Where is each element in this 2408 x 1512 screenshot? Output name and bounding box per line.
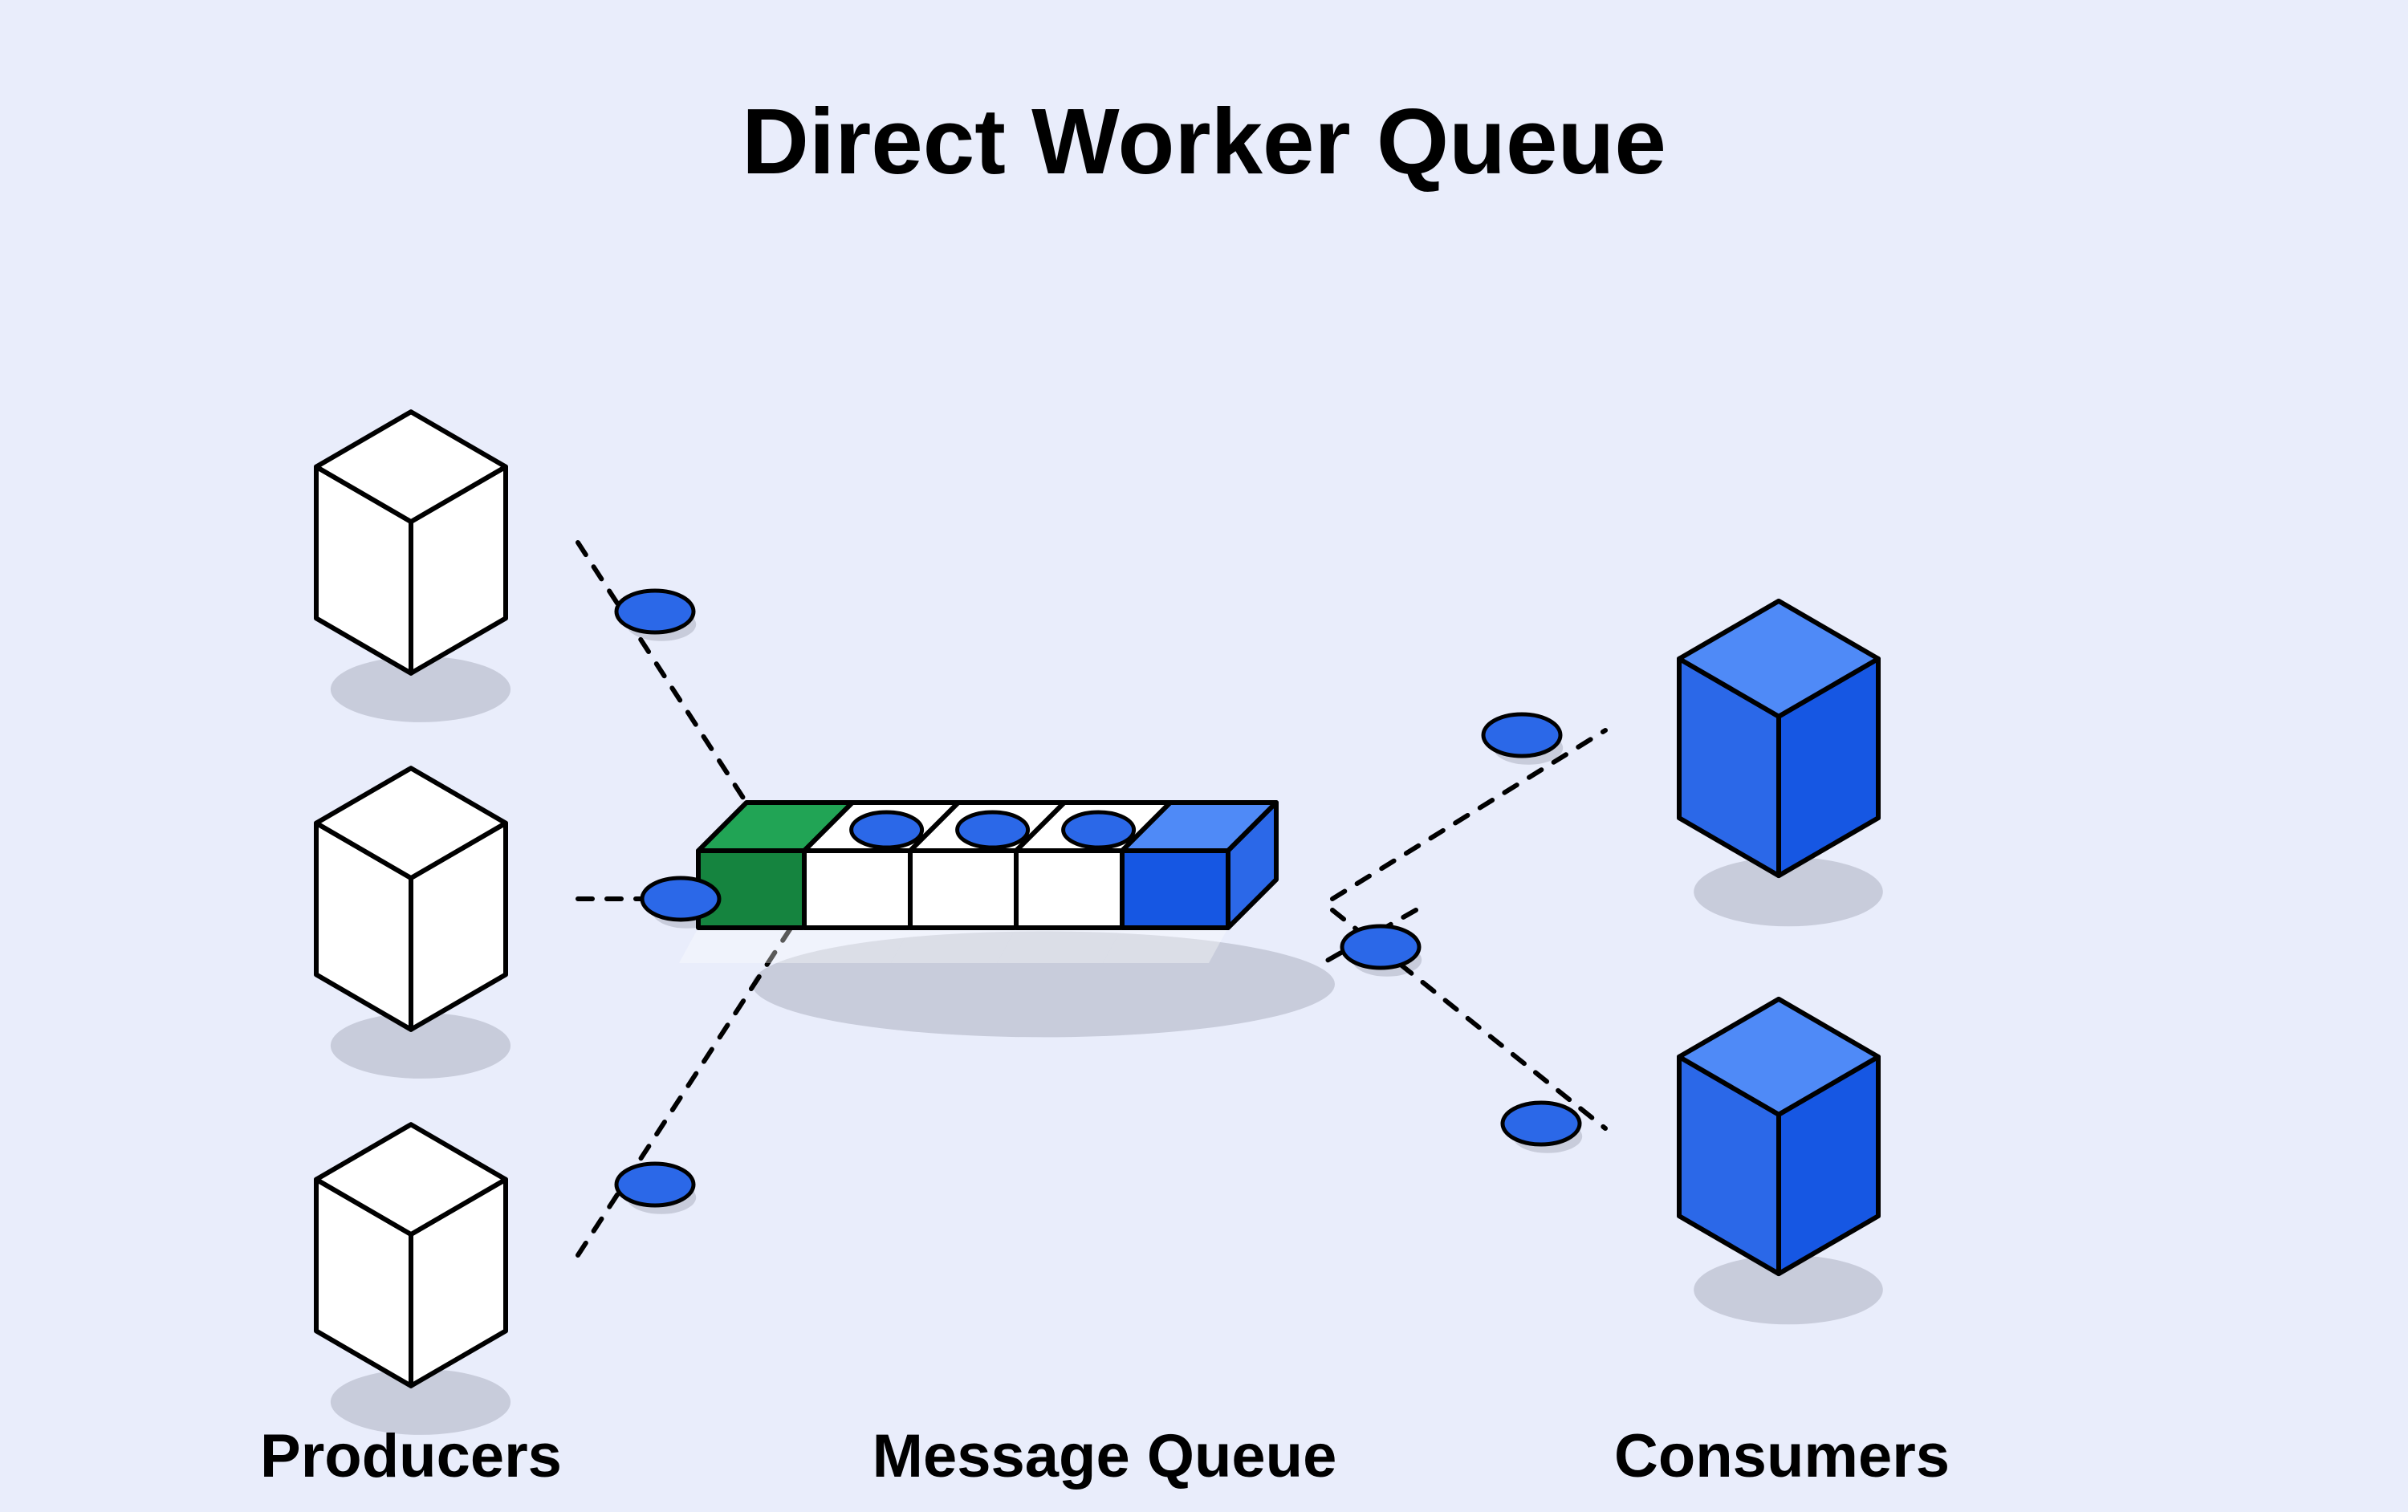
producer-cube-1 xyxy=(316,768,506,1030)
queue-label: Message Queue xyxy=(872,1422,1337,1490)
message-dot-1 xyxy=(642,878,719,920)
edge-3 xyxy=(1332,730,1605,899)
message-dot-3 xyxy=(1342,926,1419,968)
consumer-cube-1 xyxy=(1679,999,1878,1274)
message-dot-2 xyxy=(616,1164,694,1205)
producer-cube-2 xyxy=(316,1124,506,1386)
consumers-label: Consumers xyxy=(1614,1422,1950,1490)
diagram-title: Direct Worker Queue xyxy=(742,89,1666,193)
consumer-cube-0 xyxy=(1679,601,1878,876)
message-dot-4 xyxy=(1483,714,1560,756)
message-queue xyxy=(679,803,1276,963)
message-dot-0 xyxy=(616,591,694,632)
message-dot-5 xyxy=(1503,1103,1580,1144)
diagram-root: Direct Worker Queue Producers Message Queu… xyxy=(0,0,2408,1512)
producer-cube-0 xyxy=(316,412,506,673)
diagram-svg: Direct Worker Queue Producers Message Queu… xyxy=(0,0,2408,1512)
producers-label: Producers xyxy=(260,1422,562,1490)
